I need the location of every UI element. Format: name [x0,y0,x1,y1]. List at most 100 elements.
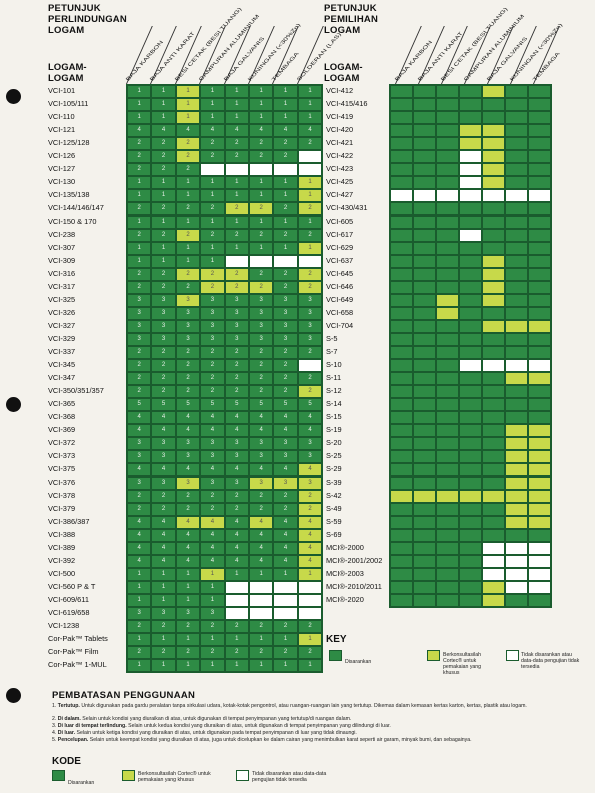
grid-cell: 2 [200,346,225,360]
grid-cell [482,189,505,203]
row-label: VCI-619/658 [48,608,90,617]
grid-cell [436,111,459,125]
grid-cell: 2 [200,489,225,503]
grid-cell: 2 [127,359,152,373]
grid-cell: 4 [249,541,274,555]
grid-cell: 3 [249,332,274,346]
grid-cell: 2 [273,137,298,151]
grid-cell [297,580,323,594]
row-label: VCI-368 [48,412,76,422]
grid-cell [390,254,413,268]
grid-cell: 4 [249,528,274,542]
grid-cell [413,385,436,399]
grid-cell: 4 [249,463,274,477]
grid-cell [413,150,436,164]
grid-cell [459,124,482,138]
grid-cell: 1 [249,215,274,229]
grid-cell: 2 [273,372,298,386]
grid-cell: 1 [175,593,201,607]
row-label: MCI®-2001/2002 [326,555,383,565]
grid-cell: 3 [175,293,201,307]
grid-cell [528,385,551,399]
grid-cell [249,593,274,607]
grid-cell: 3 [175,332,201,346]
grid-cell: 4 [273,424,298,438]
grid-cell: 2 [175,202,201,216]
grid-cell [459,424,482,438]
grid-cell [224,163,249,177]
grid-cell [390,306,413,320]
grid-cell [413,580,436,594]
row-label: VCI-329 [48,333,76,343]
grid-cell: 2 [273,359,298,373]
grid-cell: 4 [200,463,225,477]
grid-cell [390,332,413,346]
grid-cell [505,319,528,333]
grid-cell [482,137,505,151]
grid-cell [528,346,551,360]
row-label: S-42 [326,490,342,500]
grid-cell: 4 [127,411,152,425]
grid-cell [413,398,436,412]
grid-cell [459,319,482,333]
grid-cell [459,267,482,281]
grid-cell [528,515,551,529]
grid-cell [390,176,413,190]
grid-cell: 2 [297,385,323,399]
binder-hole [6,688,21,703]
grid-cell [436,398,459,412]
grid-cell [390,515,413,529]
grid-cell [505,502,528,516]
grid-cell [436,593,459,607]
grid-cell: 3 [200,332,225,346]
grid-cell: 2 [297,502,323,516]
grid-cell: 3 [249,319,274,333]
grid-cell: 5 [273,398,298,412]
grid-cell [436,346,459,360]
grid-cell: 5 [249,398,274,412]
grid-cell [482,450,505,464]
grid-cell: 2 [224,202,249,216]
grid-cell: 4 [273,541,298,555]
grid-cell: 2 [151,280,176,294]
grid-cell: 3 [175,437,201,451]
key-title: KEY [326,634,347,645]
grid-cell: 2 [151,620,176,634]
row-label: VCI-658 [326,307,354,317]
grid-cell [482,359,505,373]
grid-cell [505,554,528,568]
grid-cell [436,293,459,307]
grid-cell: 2 [127,646,152,660]
grid-cell: 1 [151,189,176,203]
grid-cell [528,398,551,412]
grid-cell [505,111,528,125]
grid-cell [505,398,528,412]
grid-cell [297,359,323,373]
grid-cell: 2 [200,385,225,399]
row-label: VCI-560 P & T [48,581,96,591]
grid-cell: 2 [151,385,176,399]
grid-cell: 1 [200,176,225,190]
grid-cell [482,398,505,412]
grid-cell [528,554,551,568]
grid-cell: 1 [224,176,249,190]
row-label: VCI-369 [48,425,76,435]
grid-cell [528,450,551,464]
grid-cell [482,385,505,399]
grid-cell: 1 [273,85,298,99]
grid-cell: 2 [249,620,274,634]
grid-cell: 1 [127,215,152,229]
grid-cell [505,567,528,581]
grid-cell [459,385,482,399]
grid-cell: 4 [224,124,249,138]
row-label: VCI-605 [326,216,354,226]
grid-cell [390,163,413,177]
grid-cell: 1 [127,176,152,190]
grid-cell [390,359,413,373]
grid-cell: 1 [200,567,225,581]
grid-cell: 1 [273,633,298,647]
grid-cell [459,450,482,464]
grid-cell [505,476,528,490]
grid-cell: 4 [297,541,323,555]
